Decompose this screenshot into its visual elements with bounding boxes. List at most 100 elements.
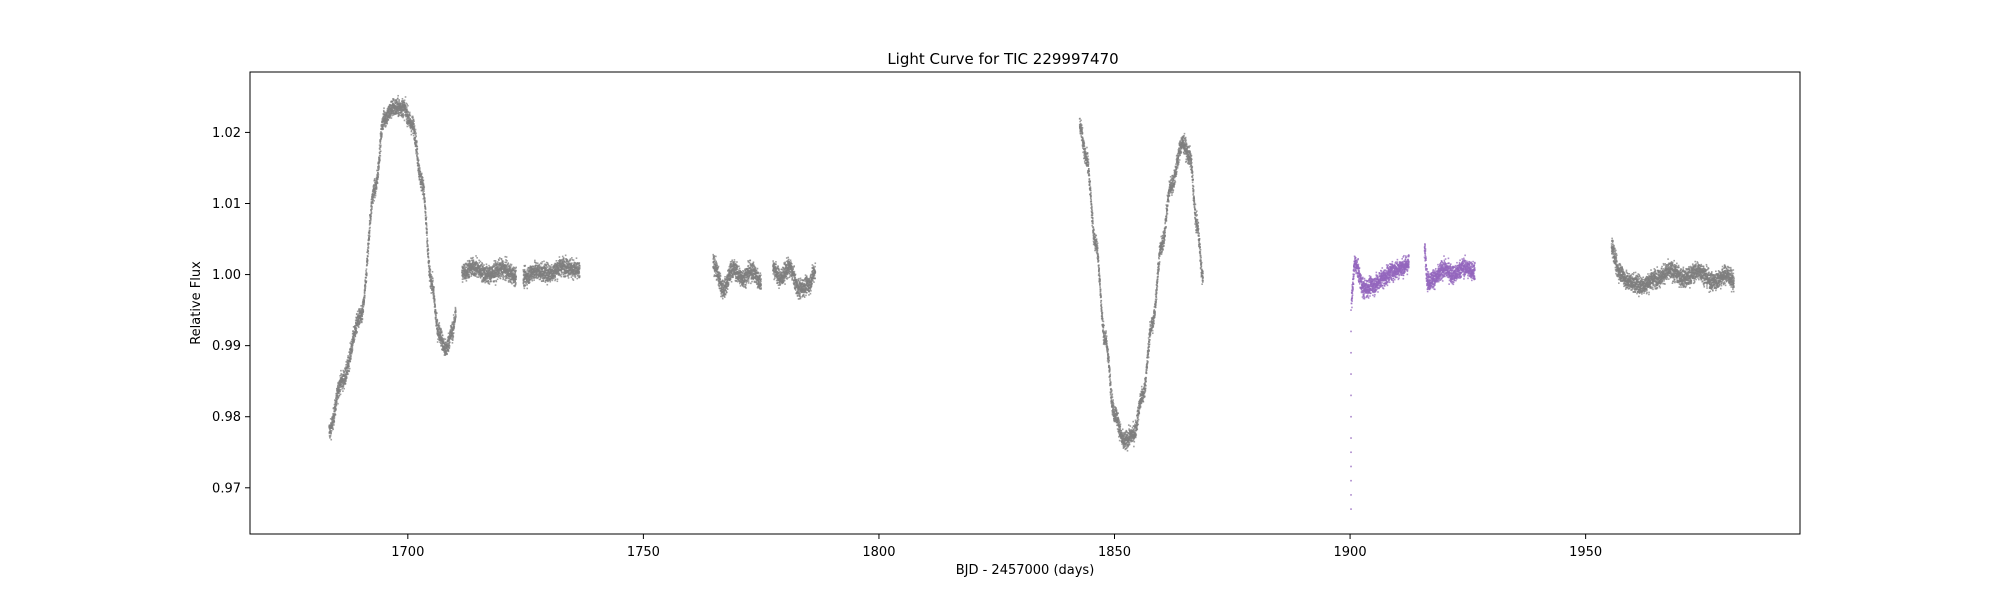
data-point xyxy=(724,276,726,278)
data-point xyxy=(436,312,438,314)
data-point xyxy=(445,351,447,353)
data-point xyxy=(433,293,435,296)
data-point xyxy=(495,280,498,283)
data-point xyxy=(367,252,370,255)
data-point xyxy=(368,237,370,240)
data-point xyxy=(578,265,581,267)
data-point xyxy=(375,181,377,183)
data-point xyxy=(393,104,395,106)
data-point xyxy=(442,339,445,341)
data-point xyxy=(426,228,428,231)
data-point xyxy=(367,245,370,248)
data-point xyxy=(382,125,385,127)
data-point xyxy=(361,302,364,304)
data-point xyxy=(413,123,415,126)
data-point xyxy=(475,263,478,266)
data-point xyxy=(432,277,434,280)
data-point xyxy=(454,318,457,321)
data-point xyxy=(333,424,335,426)
data-point xyxy=(487,279,490,282)
data-point xyxy=(375,188,378,190)
data-point xyxy=(354,333,357,336)
data-point xyxy=(335,403,337,405)
data-point xyxy=(335,397,337,400)
data-point xyxy=(450,328,452,331)
data-point xyxy=(421,180,424,183)
data-point xyxy=(447,332,450,335)
data-point xyxy=(348,356,351,359)
data-point xyxy=(441,344,444,346)
data-point xyxy=(378,166,380,168)
data-point xyxy=(476,262,479,265)
data-point xyxy=(377,173,380,176)
data-point xyxy=(365,276,367,279)
data-point xyxy=(399,102,402,104)
data-point xyxy=(437,332,440,334)
data-point xyxy=(426,227,428,230)
data-point xyxy=(341,383,344,385)
data-point xyxy=(374,179,376,182)
data-point xyxy=(440,330,443,333)
data-point xyxy=(578,271,581,274)
data-point xyxy=(477,269,479,272)
data-point xyxy=(393,99,395,101)
data-point xyxy=(555,260,558,262)
data-point xyxy=(470,275,473,277)
data-point xyxy=(483,280,485,283)
data-point xyxy=(436,331,439,333)
data-point xyxy=(430,273,432,276)
data-point xyxy=(449,334,451,336)
data-point xyxy=(431,275,433,278)
data-point xyxy=(392,102,395,105)
data-point xyxy=(405,120,408,123)
data-point xyxy=(482,266,484,269)
data-point xyxy=(423,193,426,195)
data-point xyxy=(335,408,337,410)
data-point xyxy=(346,371,349,374)
data-point xyxy=(440,336,442,339)
data-point xyxy=(339,393,342,396)
data-point xyxy=(366,273,368,275)
data-point xyxy=(356,324,359,327)
data-point xyxy=(726,291,728,294)
data-point xyxy=(361,317,364,320)
data-point xyxy=(371,201,374,203)
data-point xyxy=(378,144,381,146)
data-point xyxy=(419,178,421,181)
data-point xyxy=(364,289,366,291)
data-point xyxy=(514,280,517,283)
data-point xyxy=(408,113,411,115)
data-point xyxy=(498,272,500,275)
data-point xyxy=(425,216,428,219)
data-point xyxy=(452,336,454,339)
data-point xyxy=(487,276,489,279)
data-point xyxy=(418,177,421,180)
data-point xyxy=(427,257,430,259)
data-point xyxy=(726,288,729,290)
data-point xyxy=(406,111,408,114)
data-point xyxy=(578,262,581,264)
data-point xyxy=(444,349,447,351)
data-point xyxy=(505,256,508,258)
data-point xyxy=(432,279,434,282)
data-point xyxy=(436,327,438,329)
data-point xyxy=(369,220,371,222)
data-point xyxy=(451,323,453,326)
data-point xyxy=(488,264,490,267)
data-point xyxy=(431,283,434,286)
data-point xyxy=(449,332,452,334)
data-point xyxy=(429,270,431,273)
data-point xyxy=(400,105,402,107)
data-point xyxy=(364,279,366,281)
data-point xyxy=(340,383,343,386)
data-point xyxy=(364,295,366,297)
data-point xyxy=(384,126,387,128)
data-point xyxy=(366,264,368,266)
data-point xyxy=(515,275,517,278)
data-point xyxy=(353,338,356,341)
data-point xyxy=(353,336,355,339)
data-point xyxy=(372,198,374,201)
data-point xyxy=(373,184,376,186)
data-point xyxy=(386,122,389,125)
data-point xyxy=(433,302,436,304)
